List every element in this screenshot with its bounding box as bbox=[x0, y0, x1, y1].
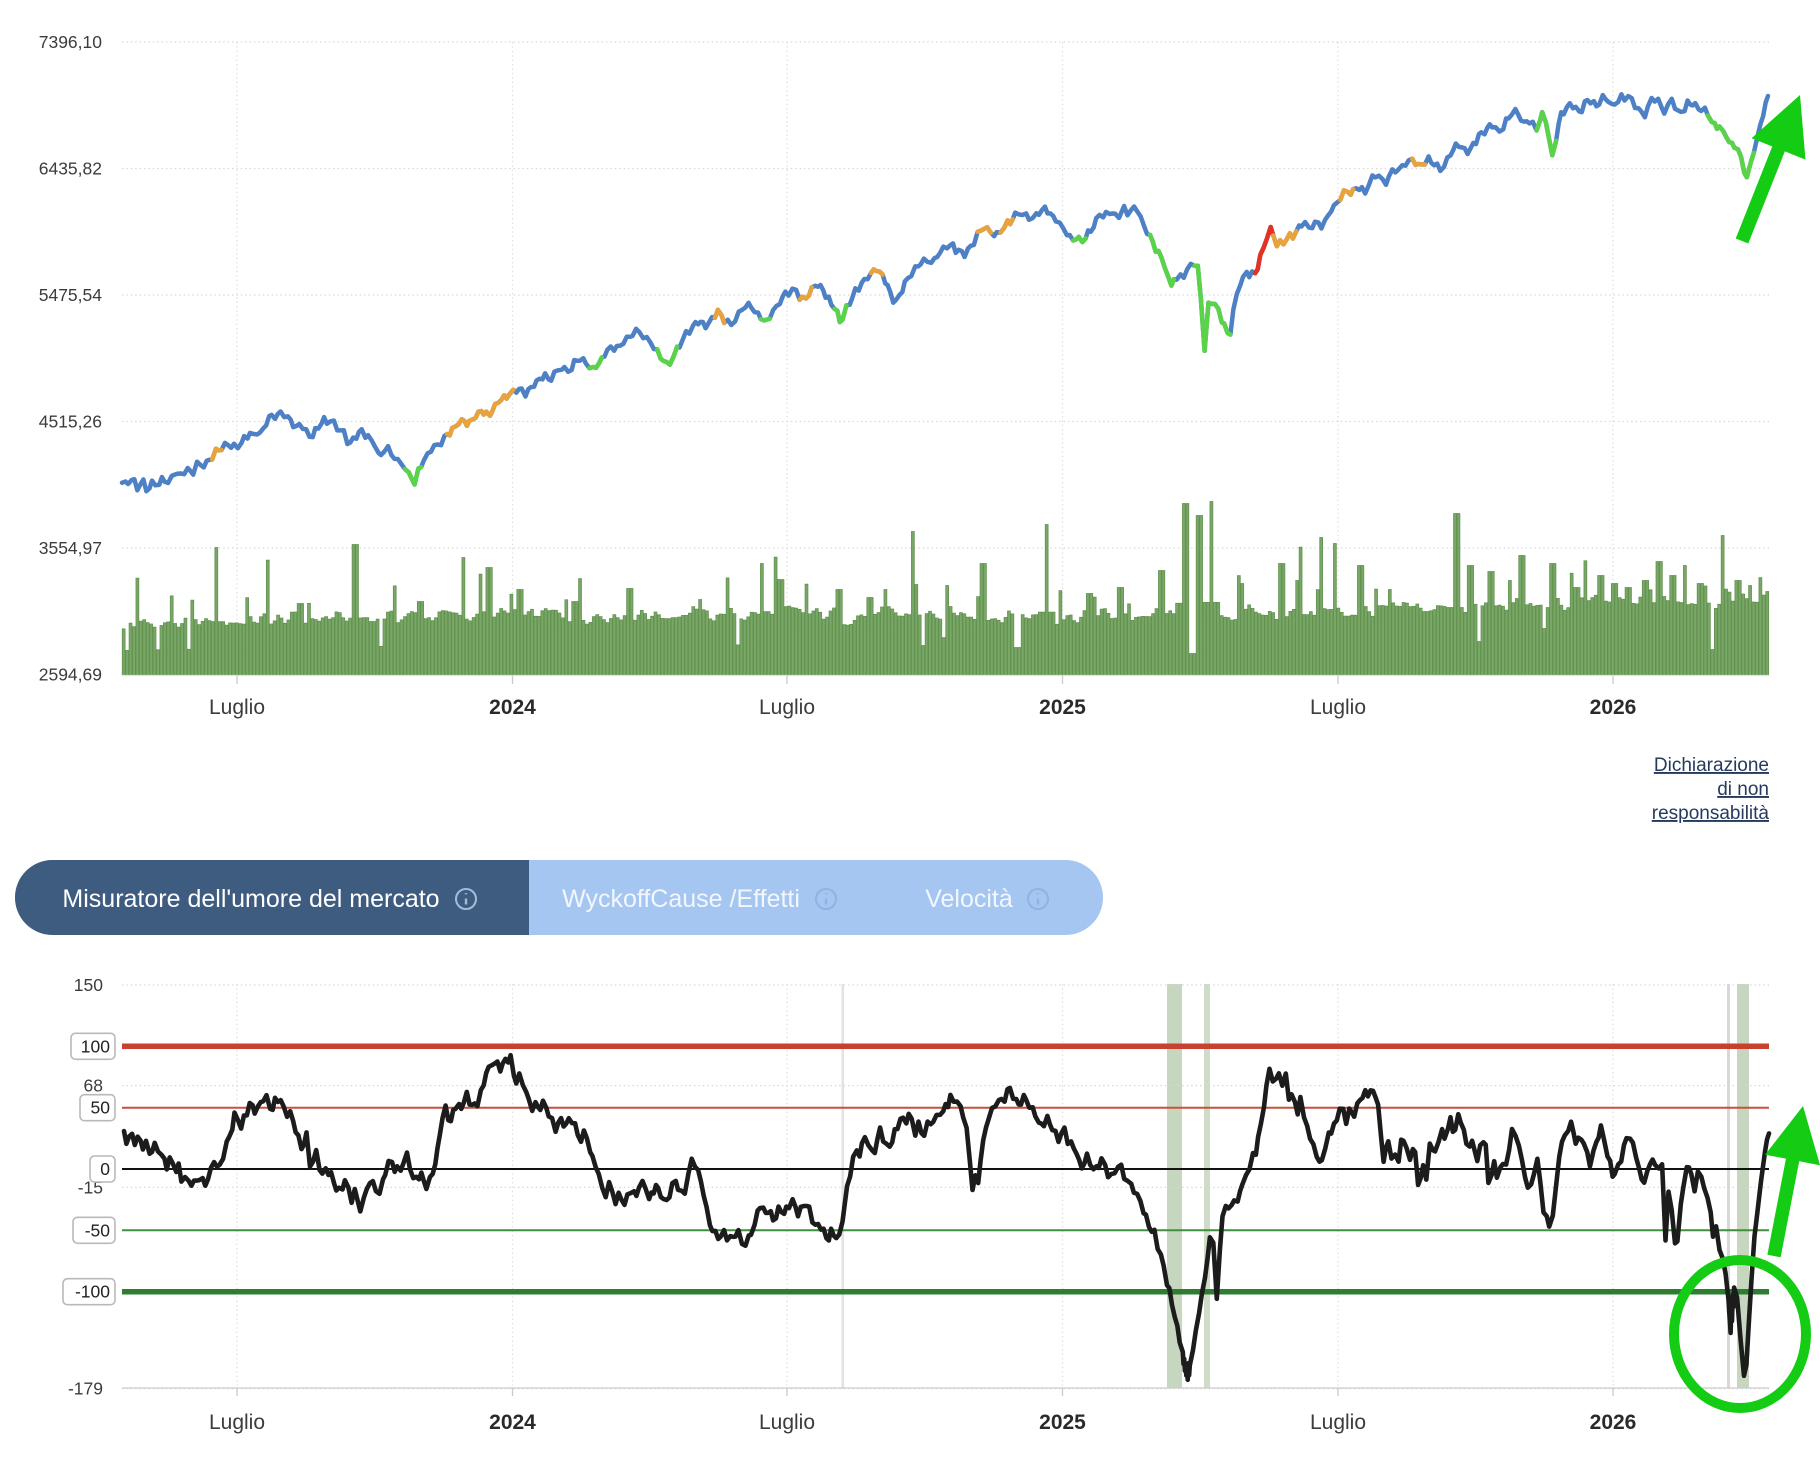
svg-text:Luglio: Luglio bbox=[1310, 1411, 1366, 1434]
svg-text:2025: 2025 bbox=[1039, 1411, 1086, 1434]
svg-text:di non: di non bbox=[1717, 779, 1769, 800]
svg-text:Luglio: Luglio bbox=[209, 696, 265, 719]
svg-text:2026: 2026 bbox=[1590, 696, 1637, 719]
svg-text:6435,82: 6435,82 bbox=[39, 159, 102, 179]
svg-text:2024: 2024 bbox=[489, 1411, 536, 1434]
svg-text:100: 100 bbox=[81, 1036, 110, 1056]
svg-text:-100: -100 bbox=[75, 1282, 110, 1302]
svg-text:Luglio: Luglio bbox=[209, 1411, 265, 1434]
svg-text:Misuratore dell'umore del merc: Misuratore dell'umore del mercato bbox=[62, 885, 439, 913]
svg-text:7396,10: 7396,10 bbox=[39, 32, 103, 52]
svg-text:Velocità: Velocità bbox=[925, 885, 1013, 913]
svg-text:WyckoffCause /Effetti: WyckoffCause /Effetti bbox=[562, 885, 800, 913]
svg-text:68: 68 bbox=[84, 1076, 103, 1096]
svg-text:Luglio: Luglio bbox=[1310, 696, 1366, 719]
svg-text:-50: -50 bbox=[85, 1220, 111, 1240]
svg-text:-179: -179 bbox=[68, 1379, 103, 1399]
svg-text:Luglio: Luglio bbox=[759, 696, 815, 719]
svg-text:Luglio: Luglio bbox=[759, 1411, 815, 1434]
svg-text:responsabilità: responsabilità bbox=[1652, 803, 1770, 824]
svg-text:50: 50 bbox=[91, 1098, 111, 1118]
svg-text:2026: 2026 bbox=[1590, 1411, 1637, 1434]
svg-text:2594,69: 2594,69 bbox=[39, 665, 102, 685]
svg-text:3554,97: 3554,97 bbox=[39, 538, 102, 558]
svg-text:150: 150 bbox=[74, 975, 103, 995]
svg-text:0: 0 bbox=[100, 1159, 110, 1179]
svg-text:4515,26: 4515,26 bbox=[39, 412, 102, 432]
svg-text:2024: 2024 bbox=[489, 696, 536, 719]
svg-text:Dichiarazione: Dichiarazione bbox=[1654, 755, 1769, 776]
svg-text:5475,54: 5475,54 bbox=[39, 285, 103, 305]
svg-text:2025: 2025 bbox=[1039, 696, 1086, 719]
